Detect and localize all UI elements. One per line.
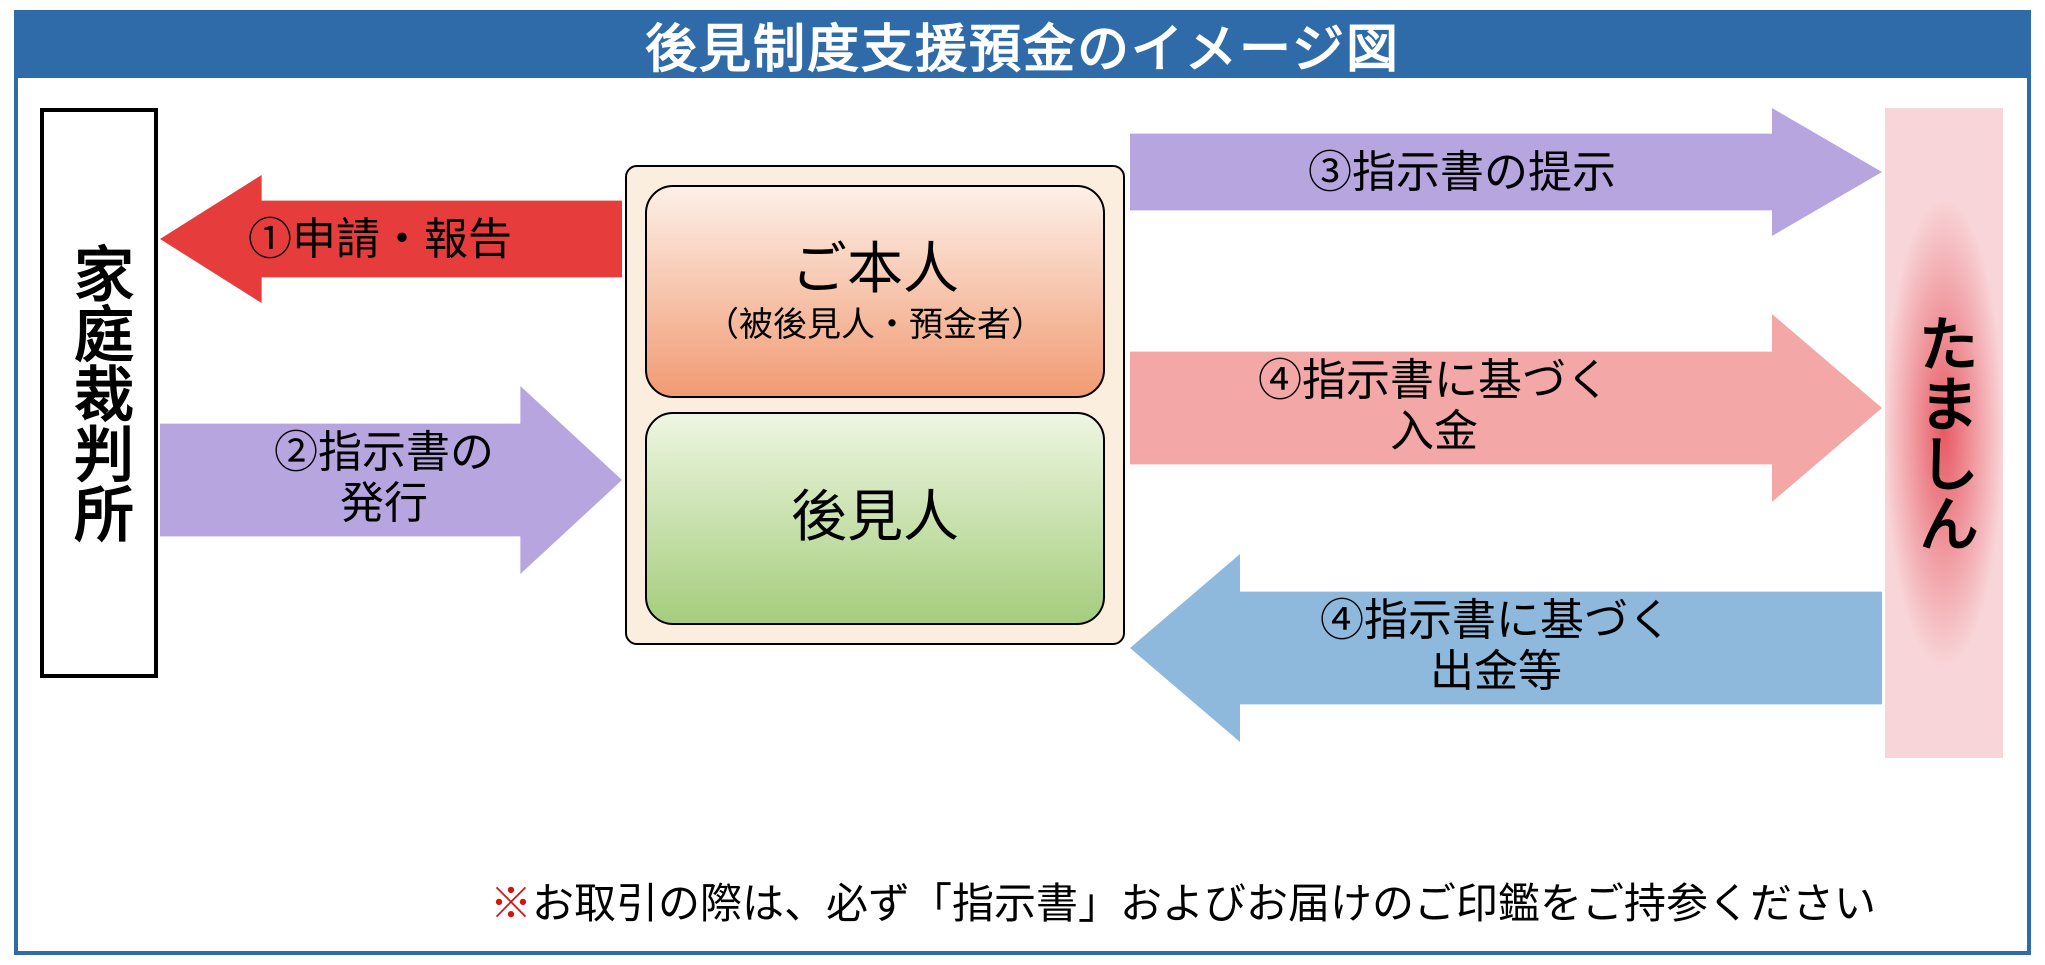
- person-main: ご本人: [791, 238, 959, 302]
- footnote: ※お取引の際は、必ず「指示書」およびお届けのご印鑑をご持参ください: [490, 870, 1876, 931]
- person-guardian-group: ご本人 （被後見人・預金者） 後見人: [625, 165, 1125, 645]
- family-court-label: 家庭裁判所: [56, 243, 143, 543]
- footnote-mark: ※: [490, 882, 532, 928]
- footnote-text: お取引の際は、必ず「指示書」およびお届けのご印鑑をご持参ください: [532, 882, 1876, 928]
- person-sub: （被後見人・預金者）: [705, 306, 1045, 345]
- bank-label: たましん: [1901, 313, 1988, 553]
- arrow-apply-report: [160, 175, 622, 303]
- guardian-box: 後見人: [645, 412, 1105, 625]
- arrow-deposit: [1130, 314, 1882, 502]
- guardian-main: 後見人: [791, 486, 959, 550]
- diagram-frame: 後見制度支援預金のイメージ図 家庭裁判所 たましん ご本人 （被後見人・預金者）…: [0, 0, 2045, 965]
- arrow-issue-instruction: [160, 386, 622, 574]
- title-text: 後見制度支援預金のイメージ図: [645, 7, 1400, 82]
- bank-box: たましん: [1885, 108, 2003, 758]
- family-court-box: 家庭裁判所: [40, 108, 158, 678]
- arrow-present-instruction: [1130, 108, 1882, 236]
- title-bar: 後見制度支援預金のイメージ図: [14, 10, 2031, 78]
- arrow-withdraw: [1130, 554, 1882, 742]
- person-box: ご本人 （被後見人・預金者）: [645, 185, 1105, 398]
